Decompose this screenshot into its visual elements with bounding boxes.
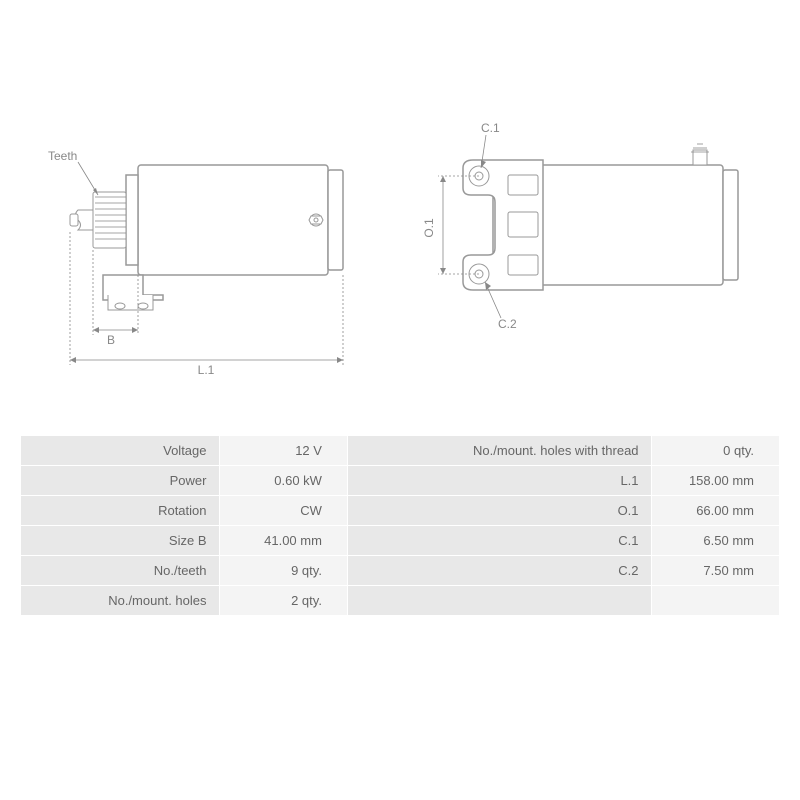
diagram-front-view: C.1 C.2 O.1: [413, 120, 753, 405]
table-row: Power0.60 kWL.1158.00 mm: [21, 466, 780, 496]
spec-value: 9 qty.: [219, 556, 347, 586]
spec-value: 0.60 kW: [219, 466, 347, 496]
diagram-side-view: Teeth B L.1: [48, 120, 358, 405]
spec-label: No./teeth: [21, 556, 220, 586]
spec-label: No./mount. holes with thread: [347, 436, 651, 466]
spec-label: [347, 586, 651, 616]
spec-table: Voltage12 VNo./mount. holes with thread0…: [20, 435, 780, 616]
spec-label: C.2: [347, 556, 651, 586]
dim-B-label: B: [106, 333, 114, 347]
dim-C2-label: C.2: [498, 317, 517, 331]
spec-value: 41.00 mm: [219, 526, 347, 556]
diagram-area: Teeth B L.1: [20, 120, 780, 405]
spec-value: 158.00 mm: [651, 466, 779, 496]
spec-value: 2 qty.: [219, 586, 347, 616]
spec-value: 12 V: [219, 436, 347, 466]
dim-L1-label: L.1: [197, 363, 214, 377]
spec-label: O.1: [347, 496, 651, 526]
spec-value: 66.00 mm: [651, 496, 779, 526]
table-row: Size B41.00 mmC.16.50 mm: [21, 526, 780, 556]
spec-label: Voltage: [21, 436, 220, 466]
spec-label: Power: [21, 466, 220, 496]
spec-table-body: Voltage12 VNo./mount. holes with thread0…: [21, 436, 780, 616]
spec-label: Rotation: [21, 496, 220, 526]
spec-label: No./mount. holes: [21, 586, 220, 616]
spec-value: 0 qty.: [651, 436, 779, 466]
dim-C1-label: C.1: [481, 121, 500, 135]
table-row: No./teeth9 qty.C.27.50 mm: [21, 556, 780, 586]
spec-label: C.1: [347, 526, 651, 556]
teeth-label: Teeth: [48, 149, 77, 163]
dim-O1-label: O.1: [422, 218, 436, 238]
table-row: Voltage12 VNo./mount. holes with thread0…: [21, 436, 780, 466]
table-row: RotationCWO.166.00 mm: [21, 496, 780, 526]
spec-value: [651, 586, 779, 616]
table-row: No./mount. holes2 qty.: [21, 586, 780, 616]
spec-label: L.1: [347, 466, 651, 496]
spec-label: Size B: [21, 526, 220, 556]
spec-value: CW: [219, 496, 347, 526]
spec-value: 6.50 mm: [651, 526, 779, 556]
spec-value: 7.50 mm: [651, 556, 779, 586]
gear-icon: [70, 192, 126, 248]
